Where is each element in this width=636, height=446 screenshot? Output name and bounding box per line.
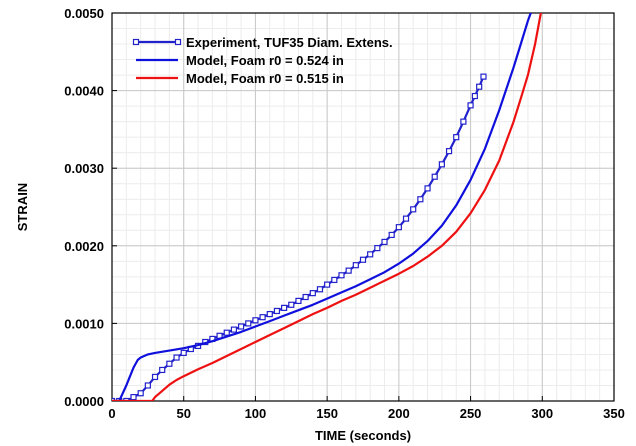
series-line-3 <box>112 13 542 401</box>
data-point-marker <box>324 281 331 288</box>
data-point-marker <box>159 366 166 374</box>
x-tick-label: 350 <box>603 406 625 421</box>
data-point-marker <box>151 373 159 381</box>
data-point-marker <box>352 262 359 269</box>
y-tick-label: 0.0030 <box>64 161 104 176</box>
data-point-marker <box>331 276 338 284</box>
data-point-marker <box>295 297 302 304</box>
data-point-marker <box>288 301 295 308</box>
plot-frame <box>111 12 615 402</box>
data-point-marker <box>137 390 144 397</box>
x-tick-label: 300 <box>531 406 553 421</box>
data-point-marker <box>281 304 288 311</box>
x-tick-label: 100 <box>245 406 267 421</box>
data-point-marker <box>266 310 273 318</box>
x-tick-label: 250 <box>460 406 482 421</box>
data-point-marker <box>431 173 438 180</box>
data-point-marker <box>381 238 388 246</box>
x-tick-label: 0 <box>108 406 115 421</box>
data-point-marker <box>445 148 453 155</box>
legend-label: Model, Foam r0 = 0.515 in <box>186 71 344 86</box>
legend-swatch-marker <box>174 38 182 46</box>
data-point-marker <box>388 231 395 239</box>
data-point-marker <box>259 314 266 321</box>
data-point-marker <box>112 397 116 401</box>
data-point-marker <box>476 83 483 90</box>
data-point-marker <box>417 196 424 203</box>
data-point-marker <box>345 267 352 274</box>
legend-label: Model, Foam r0 = 0.524 in <box>186 53 344 68</box>
legend-swatch-marker <box>132 38 140 46</box>
data-point-marker <box>424 185 431 192</box>
data-point-marker <box>166 360 173 367</box>
data-point-marker <box>367 251 374 258</box>
x-tick-label: 200 <box>388 406 410 421</box>
series-layer <box>112 13 542 401</box>
data-point-marker <box>410 206 417 213</box>
data-point-marker <box>480 73 487 80</box>
y-tick-label: 0.0040 <box>64 84 104 99</box>
data-point-marker <box>395 224 402 231</box>
data-point-marker <box>316 286 324 293</box>
data-point-marker <box>180 349 187 356</box>
data-point-marker <box>130 394 137 401</box>
y-tick-label: 0.0000 <box>64 394 104 409</box>
x-axis-ticks: 0 50 100 150 200 250 300 350 <box>108 396 625 421</box>
data-point-marker <box>359 256 367 263</box>
data-point-marker <box>252 317 259 324</box>
x-axis-title: TIME (seconds) <box>315 428 411 443</box>
data-point-marker <box>223 329 230 336</box>
series-line-2 <box>112 13 532 401</box>
data-point-marker <box>374 245 381 252</box>
legend-label: Experiment, TUF35 Diam. Extens. <box>186 35 393 50</box>
legend: Experiment, TUF35 Diam. Extens. Model, Fo… <box>132 35 393 86</box>
data-point-marker <box>144 382 151 389</box>
data-point-marker <box>471 92 478 100</box>
data-point-marker <box>302 293 309 301</box>
data-point-marker <box>173 354 180 361</box>
y-axis-title: STRAIN <box>15 183 30 231</box>
data-point-marker <box>467 102 474 109</box>
data-point-marker <box>123 397 130 401</box>
y-axis-ticks: 0.0000 0.0010 0.0020 0.0030 0.0040 0.0050 <box>64 6 117 409</box>
data-point-marker <box>230 326 238 333</box>
x-tick-label: 50 <box>176 406 190 421</box>
y-tick-label: 0.0010 <box>64 316 104 331</box>
y-tick-label: 0.0050 <box>64 6 104 21</box>
data-point-marker <box>273 307 281 315</box>
data-point-marker <box>237 323 245 330</box>
x-tick-label: 150 <box>316 406 338 421</box>
data-point-marker <box>245 320 252 327</box>
data-point-marker <box>460 118 467 125</box>
data-point-marker <box>402 215 410 222</box>
data-point-marker <box>309 290 316 297</box>
data-point-marker <box>453 134 460 141</box>
y-tick-label: 0.0020 <box>64 239 104 254</box>
data-point-marker <box>338 272 345 279</box>
data-point-marker <box>438 161 445 168</box>
